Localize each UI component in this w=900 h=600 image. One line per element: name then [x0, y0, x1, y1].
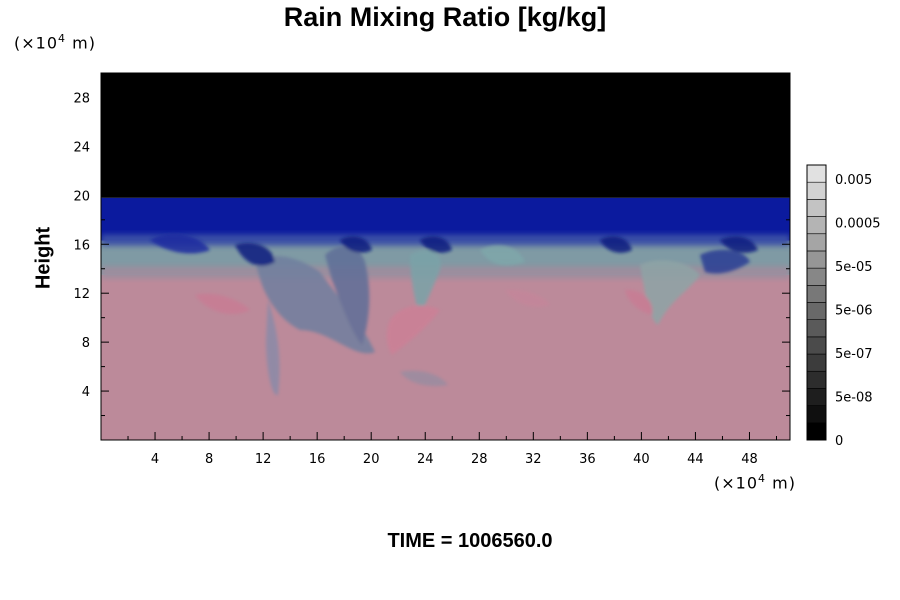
colorbar-level [806, 267, 827, 286]
colorbar-level [806, 250, 827, 269]
y-tick-label: 8 [82, 336, 90, 351]
x-tick-label: 36 [579, 452, 596, 467]
y-unit-label: (×104 m) [14, 32, 96, 53]
colorbar-level [806, 302, 827, 320]
colorbar-level [806, 370, 827, 389]
colorbar-level [806, 405, 827, 424]
colorbar-label: 5e-06 [835, 304, 873, 319]
plume [625, 289, 653, 315]
x-tick-label: 40 [633, 452, 650, 467]
y-tick-label: 28 [73, 91, 90, 106]
colorbar-level [806, 388, 827, 406]
x-tick-label: 28 [471, 452, 488, 467]
field-layer [101, 73, 790, 198]
transition-band [101, 234, 790, 246]
plume [700, 249, 750, 274]
colorbar-label: 5e-07 [835, 347, 873, 362]
plume [410, 250, 441, 315]
colorbar-label: 5e-08 [835, 391, 873, 406]
plot-frame [100, 72, 791, 441]
plume [640, 260, 700, 325]
y-tick-label: 24 [73, 140, 90, 155]
colorbar-level [806, 336, 827, 355]
x-tick-label: 44 [687, 452, 704, 467]
x-tick-label: 8 [205, 452, 213, 467]
plume [720, 236, 758, 253]
plume [386, 305, 440, 355]
colorbar-level [806, 422, 827, 441]
y-tick-label: 20 [73, 189, 90, 204]
colorbar-level [806, 319, 827, 338]
x-tick-label: 12 [255, 452, 272, 467]
x-tick-label: 24 [417, 452, 434, 467]
x-tick-label: 16 [309, 452, 326, 467]
field-layer [101, 197, 790, 241]
colorbar-level [806, 285, 827, 303]
chart-title: Rain Mixing Ratio [kg/kg] [283, 2, 607, 32]
y-tick-label: 16 [73, 238, 90, 253]
colorbar-level [806, 199, 827, 217]
colorbar-level [806, 164, 827, 183]
plume [505, 289, 550, 307]
colorbar-level [806, 233, 827, 252]
plume [235, 243, 275, 266]
colorbar: 0.005 0.0005 5e-05 5e-06 5e-07 5e-08 0 [806, 164, 881, 449]
plume [266, 300, 280, 396]
colorbar-label: 0.0005 [835, 217, 881, 232]
heatmap-field [101, 73, 790, 440]
colorbar-label: 5e-05 [835, 260, 873, 275]
plume-structures [150, 233, 758, 396]
plume [420, 236, 452, 253]
x-tick-label: 20 [363, 452, 380, 467]
plume [150, 233, 210, 254]
colorbar-level [806, 181, 827, 200]
plume [340, 236, 372, 253]
colorbar-level [806, 353, 827, 372]
plume [480, 245, 525, 266]
x-tick-label: 48 [741, 452, 758, 467]
plume [400, 370, 448, 387]
colorbar-label: 0 [835, 434, 843, 449]
y-tick-label: 12 [73, 287, 90, 302]
plume [325, 246, 370, 345]
x-tick-label: 32 [525, 452, 542, 467]
plume [195, 293, 250, 315]
colorbar-frame [806, 164, 827, 441]
x-unit-label: (×104 m) [714, 472, 796, 493]
colorbar-level [806, 216, 827, 235]
y-tick-label: 4 [82, 385, 90, 400]
x-tick-label: 4 [151, 452, 159, 467]
time-footer: TIME = 1006560.0 [387, 530, 553, 552]
plume [600, 236, 632, 253]
plume [255, 256, 375, 354]
colorbar-label: 0.005 [835, 173, 872, 188]
